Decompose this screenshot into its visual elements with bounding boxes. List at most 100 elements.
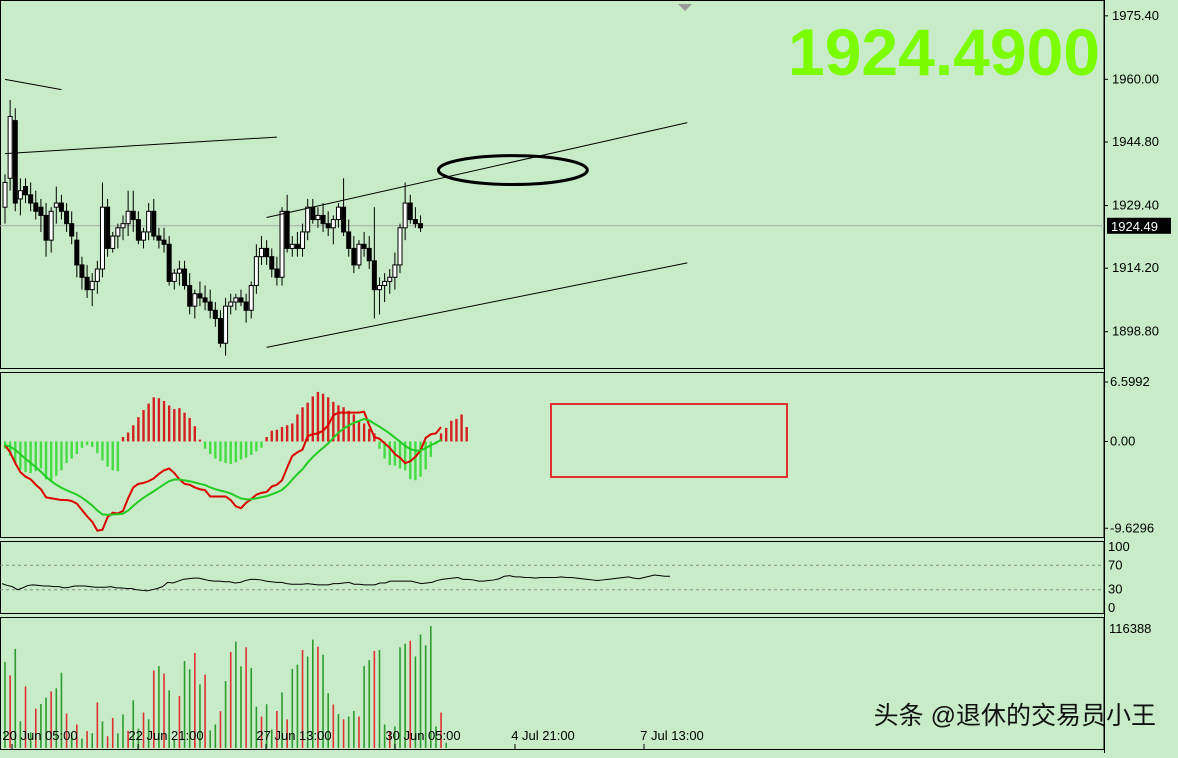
candle-down[interactable] (34, 203, 38, 211)
candle-up[interactable] (3, 182, 7, 207)
time-tick-label: 20 Jun 05:00 (2, 728, 77, 743)
candle-up[interactable] (111, 236, 115, 248)
candle-down[interactable] (218, 319, 222, 344)
candle-down[interactable] (136, 220, 140, 241)
candle-up[interactable] (254, 257, 258, 286)
candle-down[interactable] (106, 207, 110, 248)
candle-down[interactable] (326, 224, 330, 228)
candle-down[interactable] (157, 236, 161, 240)
candle-up[interactable] (116, 228, 120, 236)
candle-up[interactable] (393, 265, 397, 277)
candle-up[interactable] (260, 248, 264, 256)
candle-down[interactable] (162, 240, 166, 244)
candle-up[interactable] (280, 211, 284, 277)
candle-up[interactable] (383, 281, 387, 285)
macd-tick-label: -9.6296 (1110, 520, 1154, 535)
candle-up[interactable] (49, 211, 53, 240)
price-tick-label: 1944.80 (1112, 134, 1159, 149)
candle-up[interactable] (306, 207, 310, 232)
time-tick-label: 27 Jun 13:00 (256, 728, 331, 743)
candle-down[interactable] (13, 121, 17, 203)
candle-down[interactable] (213, 310, 217, 318)
candle-down[interactable] (352, 248, 356, 264)
candle-up[interactable] (336, 207, 340, 219)
candle-down[interactable] (342, 207, 346, 232)
volume-tick-label: 116388 (1109, 621, 1151, 636)
candle-up[interactable] (316, 215, 320, 219)
candle-down[interactable] (239, 298, 243, 302)
candle-up[interactable] (126, 211, 130, 223)
oscillator-tick-label: 30 (1108, 582, 1122, 597)
candle-down[interactable] (24, 187, 28, 195)
candle-up[interactable] (172, 273, 176, 281)
candle-down[interactable] (372, 261, 376, 290)
candle-up[interactable] (193, 294, 197, 306)
candle-up[interactable] (147, 211, 151, 232)
candle-up[interactable] (100, 207, 104, 269)
time-tick-label: 22 Jun 21:00 (128, 728, 203, 743)
candle-down[interactable] (208, 302, 212, 310)
candle-down[interactable] (188, 286, 192, 307)
candle-up[interactable] (388, 277, 392, 281)
candle-down[interactable] (131, 211, 135, 219)
macd-tick-label: 6.5992 (1110, 374, 1150, 389)
candle-up[interactable] (331, 220, 335, 228)
macd-tick-label: 0.00 (1110, 433, 1135, 448)
candle-up[interactable] (377, 286, 381, 290)
price-tick-label: 1929.40 (1112, 198, 1159, 213)
candle-down[interactable] (321, 215, 325, 223)
candle-down[interactable] (408, 203, 412, 219)
candle-down[interactable] (244, 302, 248, 310)
big-price-label: 1924.4900 (788, 15, 1100, 89)
candle-down[interactable] (29, 195, 33, 203)
candle-up[interactable] (54, 203, 58, 207)
candle-up[interactable] (234, 298, 238, 302)
candle-down[interactable] (152, 211, 156, 236)
candle-down[interactable] (311, 207, 315, 219)
candle-down[interactable] (413, 220, 417, 224)
price-tick-label: 1914.20 (1112, 260, 1159, 275)
candle-down[interactable] (285, 211, 289, 248)
candle-up[interactable] (18, 191, 22, 199)
candle-down[interactable] (39, 207, 43, 215)
candle-down[interactable] (203, 298, 207, 302)
candle-down[interactable] (65, 211, 69, 223)
candle-up[interactable] (90, 281, 94, 289)
candle-up[interactable] (224, 306, 228, 343)
candle-down[interactable] (80, 265, 84, 277)
candle-down[interactable] (265, 248, 269, 256)
candle-up[interactable] (177, 269, 181, 273)
candle-down[interactable] (275, 269, 279, 277)
candle-down[interactable] (270, 257, 274, 269)
candle-up[interactable] (95, 269, 99, 281)
candle-down[interactable] (295, 244, 299, 248)
candle-up[interactable] (301, 232, 305, 248)
time-tick-label: 30 Jun 05:00 (385, 728, 460, 743)
candle-up[interactable] (121, 224, 125, 228)
candle-up[interactable] (249, 286, 253, 311)
candle-down[interactable] (362, 244, 366, 248)
candle-down[interactable] (85, 277, 89, 289)
candle-up[interactable] (398, 228, 402, 265)
candle-up[interactable] (8, 116, 12, 178)
candle-up[interactable] (290, 244, 294, 248)
price-tick-label: 1960.00 (1112, 71, 1159, 86)
candle-down[interactable] (167, 244, 171, 281)
candle-up[interactable] (357, 244, 361, 265)
candle-up[interactable] (229, 302, 233, 306)
candle-down[interactable] (59, 203, 63, 211)
candle-down[interactable] (367, 248, 371, 260)
price-tick-label: 1898.80 (1112, 324, 1159, 339)
candle-down[interactable] (198, 294, 202, 298)
candle-up[interactable] (142, 232, 146, 240)
time-tick-label: 4 Jul 21:00 (511, 728, 575, 743)
candle-down[interactable] (75, 240, 79, 265)
candle-up[interactable] (403, 203, 407, 228)
candle-down[interactable] (347, 232, 351, 248)
candle-down[interactable] (70, 224, 74, 236)
candle-down[interactable] (183, 269, 187, 285)
candle-down[interactable] (419, 224, 423, 228)
candle-down[interactable] (44, 215, 48, 240)
